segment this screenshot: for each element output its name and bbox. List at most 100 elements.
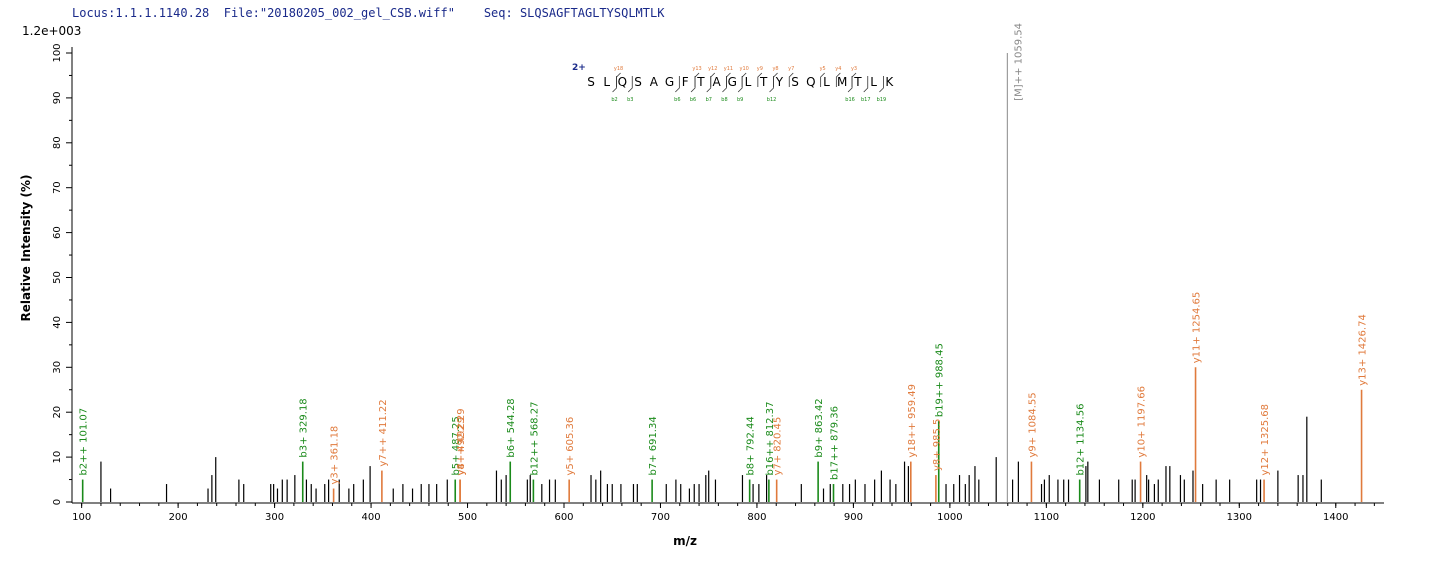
x-tick-label: 1200 [1130,512,1155,523]
y-tick-label: 0 [52,499,63,505]
b-fragment-label: b7 [706,97,712,103]
y-tick-label: 100 [52,43,63,62]
y-fragment-label: y18 [614,66,623,72]
y-fragment-label: y3 [851,66,857,72]
sequence-residue: T [759,75,768,89]
sequence-residue: Q [806,75,815,89]
charge-label: 2+ [572,63,586,73]
b-ion-label: b19++ 988.45 [935,343,946,417]
locus-label: Locus:1.1.1.1140.28 [72,6,210,20]
x-tick-label: 800 [747,512,766,523]
y-fragment-mark [788,72,794,87]
b-fragment-mark [722,76,727,93]
sequence-residue: Y [775,75,784,89]
y-fragment-label: y9 [757,66,763,72]
y-ion-label: y5+ 605.36 [565,417,576,476]
y-ion-label: y12+ 1325.68 [1260,404,1271,476]
y-tick-label: 40 [52,316,63,329]
y-ion-label: y7++ 411.22 [378,399,389,466]
b-ion-label: b16++ 812.37 [765,402,776,476]
y-fragment-label: y12 [708,66,717,72]
chart-axes: 100 200 300 400 500 600 700 800 900 1000 1100 1200 1… [52,43,1384,523]
b-fragment-label: b3 [627,97,633,103]
b-ion-label: b12+ 1134.56 [1076,404,1087,476]
y-tick-label: 10 [52,451,63,464]
file-label: File:"20180205_002_gel_CSB.wiff" [223,6,455,20]
sequence-residue: G [665,75,674,89]
x-tick-label: 500 [458,512,477,523]
x-tick-label: 900 [844,512,863,523]
y-tick-label: 50 [52,271,63,284]
b-fragment-label: b17 [861,97,871,103]
sequence-residue: L [823,75,830,89]
b-fragment-mark [690,76,696,93]
b-ion-label: b2++ 101.07 [79,408,90,476]
b-fragment-label: b6 [674,97,680,103]
sequence-residue: L [745,75,752,89]
y-fragment-mark [757,72,763,87]
b-ion-label: b8+ 792.44 [746,416,757,475]
y-fragment-mark [835,72,841,87]
y-fragment-mark [820,72,825,87]
sequence-residue: M [837,75,847,89]
y-fragment-label: y4 [835,66,841,72]
y-ion-label: y3+ 361.18 [330,426,341,485]
b-ion-label: b3+ 329.18 [299,398,310,457]
b-fragment-label: b6 [690,97,696,103]
b-fragment-mark [706,76,712,93]
y-fragment-label: y7 [788,66,794,72]
b-fragment-mark [847,76,853,93]
b-fragment-label: b16 [845,97,855,103]
b-fragment-label: b9 [737,97,743,103]
y-ion-label: y18++ 959.49 [907,384,918,458]
b-fragment-mark [675,76,680,93]
b-fragment-label: b12 [767,97,777,103]
b-fragment-mark [627,76,633,93]
b-ion-label: b9+ 863.42 [814,398,825,457]
y-tick-label: 30 [52,361,63,374]
sequence-residue: A [650,75,659,89]
b-fragment-mark [737,76,743,93]
precursor-label: [M]++ 1059.54 [1013,23,1024,101]
b-fragment-label: b2 [611,97,617,103]
b-ion-label: b12++ 568.27 [529,402,540,476]
sequence-residue: L [870,75,877,89]
x-tick-label: 1100 [1034,512,1059,523]
y-ion-label: y9+ 1084.55 [1027,392,1038,457]
b-fragment-mark [612,76,617,93]
b-ion-label: b6+ 544.28 [506,398,517,457]
x-tick-label: 100 [72,512,91,523]
y-ion-label: y8+ 985.5 [932,419,943,471]
spectrum-header: Locus:1.1.1.1140.28 File:"20180205_002_g… [72,6,664,20]
y-fragment-label: y8 [772,66,778,72]
x-tick-label: 700 [651,512,670,523]
sequence-residue: Q [618,75,627,89]
y-ion-label: y4+ 492.29 [456,417,467,476]
sequence-residue: S [587,75,595,89]
y-ion-label: y7+ 820.45 [773,417,784,476]
peak-labels-layer: [M]++ 1059.54 b2++ 101.07 b3+ 329.18 y3+ 36… [79,23,1369,485]
y-fragment-label: y13 [692,66,701,72]
y-fragment-label: y10 [739,66,748,72]
sequence-residue: A [712,75,721,89]
sequence-residue: S [634,75,642,89]
b-ion-label: b7+ 691.34 [648,416,659,475]
sequence-residue: L [603,75,610,89]
x-tick-label: 1400 [1323,512,1348,523]
y-tick-label: 70 [52,181,63,194]
b-fragment-mark [769,76,774,93]
x-tick-label: 600 [554,512,573,523]
x-tick-label: 300 [265,512,284,523]
peaks-layer [81,53,1363,502]
y-tick-label: 20 [52,406,63,419]
sequence-residue: F [682,75,689,89]
sequence-residue: T [696,75,705,89]
b-ion-label: b5+ 487.25 [451,416,462,475]
x-axis-label: m/z [673,534,697,548]
y-fragment-label: y11 [724,66,733,72]
x-tick-label: 1300 [1227,512,1252,523]
sequence-residue: G [728,75,737,89]
y-tick-label: 90 [52,92,63,105]
